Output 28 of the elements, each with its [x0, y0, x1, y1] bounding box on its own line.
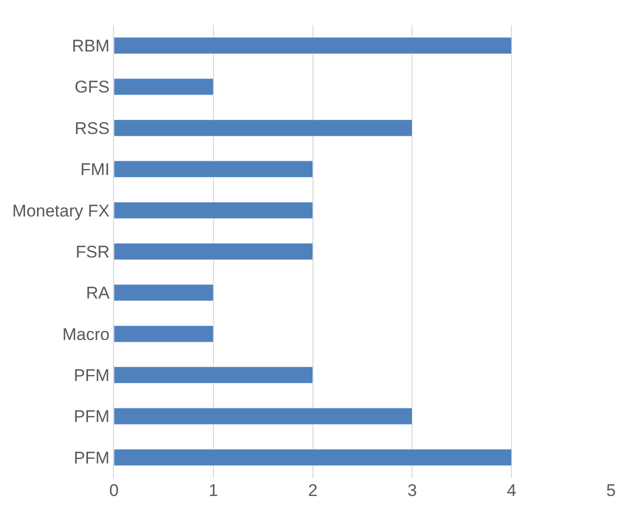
y-tick-label: Monetary FX	[12, 201, 110, 220]
bar	[114, 243, 314, 260]
y-tick-label: GFS	[74, 78, 110, 97]
x-tick-label: 5	[606, 481, 616, 500]
y-tick-label: RA	[86, 284, 110, 303]
bar	[114, 408, 412, 425]
bar	[114, 160, 314, 178]
x-tick-label: 2	[308, 481, 318, 500]
bar	[114, 366, 314, 384]
bar	[114, 448, 512, 466]
y-tick-label: PFM	[74, 407, 110, 426]
bar	[114, 78, 214, 96]
y-tick-label: Macro	[62, 324, 110, 344]
x-tick-label: 0	[109, 481, 119, 500]
bar	[114, 37, 512, 54]
y-tick-label: FSR	[76, 242, 110, 262]
y-tick-label: PFM	[74, 366, 110, 385]
bar	[114, 325, 214, 342]
y-tick-label: RBM	[72, 36, 110, 56]
bar	[114, 119, 412, 136]
bar	[114, 284, 214, 302]
y-tick-label: RSS	[74, 118, 110, 138]
bar	[114, 202, 314, 219]
y-tick-label: FMI	[80, 160, 110, 180]
x-tick-label: 3	[407, 481, 417, 500]
x-tick-label: 1	[208, 481, 218, 500]
y-tick-label: PFM	[74, 448, 110, 468]
x-tick-label: 4	[506, 481, 516, 500]
